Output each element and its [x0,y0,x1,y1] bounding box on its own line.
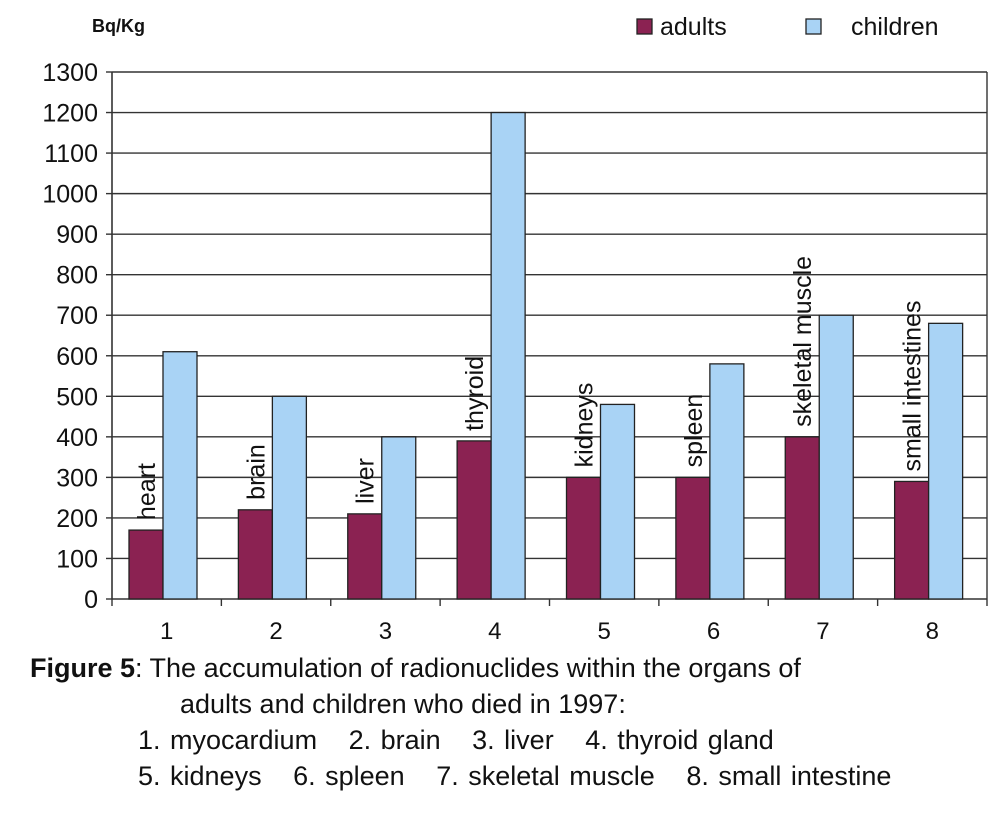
bar-adults-2 [237,509,274,600]
y-tick-label: 1000 [42,181,98,209]
bar-children-7 [818,314,854,600]
y-tick-label: 800 [56,262,98,290]
organ-label: thyroid [461,356,489,431]
x-tick-label: 6 [707,618,720,645]
legend-label-children: children [851,13,939,41]
caption-organs-row-1: 1. myocardium 2. brain 3. liver 4. thyro… [30,722,990,758]
y-tick-label: 400 [56,424,98,452]
y-tick-label: 500 [56,383,98,411]
y-tick-label: 900 [56,221,98,249]
y-tick-label: 700 [56,302,98,330]
x-tick-label: 8 [926,618,939,645]
caption-organs-row-2: 5. kidneys 6. spleen 7. skeletal muscle … [30,758,990,794]
figure-caption: Figure 5: The accumulation of radionucli… [30,650,990,794]
y-tick-label: 1300 [42,59,98,87]
caption-organ-4: 4. thyroid gland [585,725,774,755]
x-tick-label: 5 [598,618,611,645]
y-tick-label: 300 [56,464,98,492]
x-tick-label: 7 [816,618,829,645]
caption-organ-7: 7. skeletal muscle [436,761,655,791]
bar-adults-6 [675,476,711,600]
bar-children-1 [162,351,198,600]
caption-organ-3: 3. liver [472,725,554,755]
y-tick-label: 600 [56,343,98,371]
bar-adults-3 [347,513,383,600]
y-tick-label: 1100 [44,140,98,168]
y-tick-label: 0 [84,586,98,614]
bar-adults-4 [456,440,492,600]
bar-children-4 [490,111,526,600]
caption-organ-5: 5. kidneys [138,761,262,791]
organ-label: brain [242,444,270,500]
bar-children-8 [927,322,964,600]
caption-label: Figure 5 [30,653,136,683]
organ-label: small intestines [899,301,927,472]
x-tick-label: 1 [160,618,173,645]
bar-chart: 0 100 200 300 400 500 600 700 800 900 1000 1100 1200… [42,13,988,645]
caption-organ-1: 1. myocardium [138,725,318,755]
bar-children-6 [709,363,745,600]
bar-adults-7 [784,436,820,600]
organ-label: spleen [680,394,708,468]
y-tick-label: 200 [56,505,98,533]
bar-adults-1 [128,529,164,600]
legend-swatch-adults [636,18,653,35]
y-axis-label: Bq/Kg [92,16,145,36]
caption-organ-8: 8. small intestine [686,761,892,791]
y-tick-label: 1200 [42,100,98,128]
caption-text-1: : The accumulation of radionuclides with… [135,653,801,683]
caption-organ-6: 6. spleen [293,761,405,791]
bar-adults-5 [565,476,602,600]
organ-label: kidneys [571,383,599,468]
organ-label: skeletal muscle [789,256,817,427]
bar-children-2 [271,395,308,600]
x-tick-label: 2 [269,618,282,645]
caption-organ-2: 2. brain [348,725,441,755]
caption-line-2: adults and children who died in 1997: [180,689,626,719]
bar-adults-8 [893,480,930,600]
organ-label: liver [352,458,380,504]
legend-swatch-children [805,18,822,35]
x-tick-label: 4 [488,618,501,645]
y-tick-label: 100 [56,545,98,573]
bar-children-5 [599,403,636,600]
x-tick-label: 3 [379,618,392,645]
organ-label: heart [133,463,161,520]
legend-label-adults: adults [660,13,727,41]
caption-line-1: Figure 5: The accumulation of radionucli… [30,650,990,686]
bar-children-3 [381,436,417,600]
